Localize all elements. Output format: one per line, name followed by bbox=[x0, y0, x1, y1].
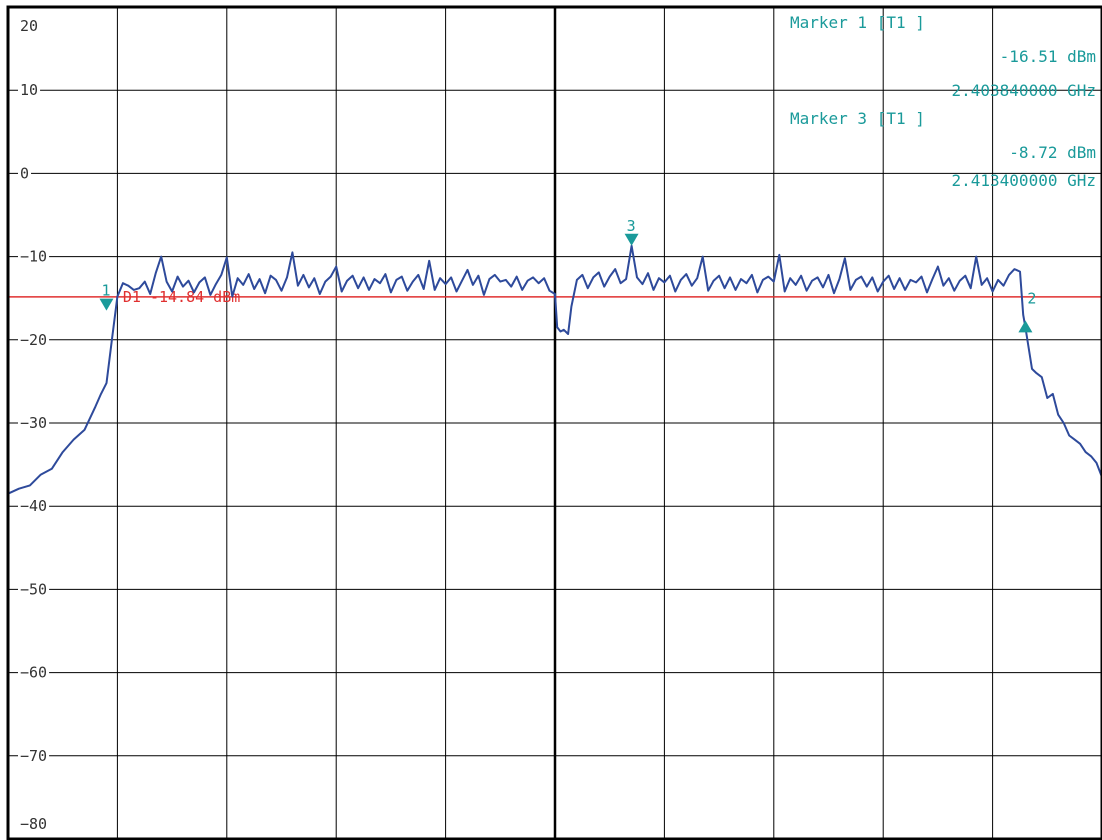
spectrum-trace bbox=[7, 244, 1102, 495]
marker-readouts: Marker 1 [T1 ] -16.51 dBm 2.403840000 GH… bbox=[790, 13, 1096, 190]
y-tick-label: −60 bbox=[20, 664, 47, 682]
marker3-title: Marker 3 [T1 ] bbox=[790, 109, 925, 128]
marker3-level: -8.72 dBm bbox=[1009, 143, 1096, 162]
y-tick-label: −20 bbox=[20, 331, 47, 349]
y-tick-labels: 20 10 0 −10 −20 −30 −40 −50 −60 −70 −80 bbox=[18, 17, 50, 833]
y-tick-label: 0 bbox=[20, 164, 29, 182]
y-tick-label-bg bbox=[18, 81, 41, 100]
y-tick-label-bg bbox=[18, 164, 32, 183]
y-tick-label-bg bbox=[18, 414, 50, 432]
markers: 1 2 3 bbox=[99, 217, 1036, 333]
marker1-level: -16.51 dBm bbox=[1000, 47, 1096, 66]
y-tick-label: −50 bbox=[20, 580, 47, 598]
y-tick-label: −30 bbox=[20, 414, 47, 432]
y-tick-label-bg bbox=[18, 330, 50, 349]
y-tick-label: −70 bbox=[20, 747, 47, 765]
grid bbox=[8, 7, 1102, 839]
y-tick-label-bg bbox=[18, 746, 50, 765]
y-tick-label-bg bbox=[18, 663, 50, 682]
marker1-title: Marker 1 [T1 ] bbox=[790, 13, 925, 32]
y-tick-label: 10 bbox=[20, 81, 38, 99]
y-tick-label-bg bbox=[18, 580, 50, 599]
display-line-label: D1 -14.84 dBm bbox=[123, 288, 240, 306]
y-tick-label-bg bbox=[18, 247, 50, 266]
marker-1: 1 bbox=[99, 282, 114, 311]
marker-triangle bbox=[624, 233, 639, 246]
marker-2: 2 bbox=[1018, 289, 1036, 333]
y-tick-label: −40 bbox=[20, 497, 47, 515]
marker-label: 1 bbox=[101, 282, 110, 300]
y-tick-label: −10 bbox=[20, 248, 47, 266]
marker-triangle bbox=[1018, 320, 1033, 333]
marker-label: 3 bbox=[627, 217, 636, 235]
plot-frame bbox=[6, 5, 1102, 840]
marker-triangle bbox=[99, 298, 114, 311]
marker1-frequency: 2.403840000 GHz bbox=[952, 81, 1097, 100]
marker3-frequency: 2.413400000 GHz bbox=[952, 171, 1097, 190]
y-tick-label-bg bbox=[18, 497, 50, 516]
y-tick-label: −80 bbox=[20, 815, 47, 833]
marker-3: 3 bbox=[624, 217, 639, 246]
y-tick-label: 20 bbox=[20, 17, 38, 35]
marker-label: 2 bbox=[1027, 289, 1036, 307]
